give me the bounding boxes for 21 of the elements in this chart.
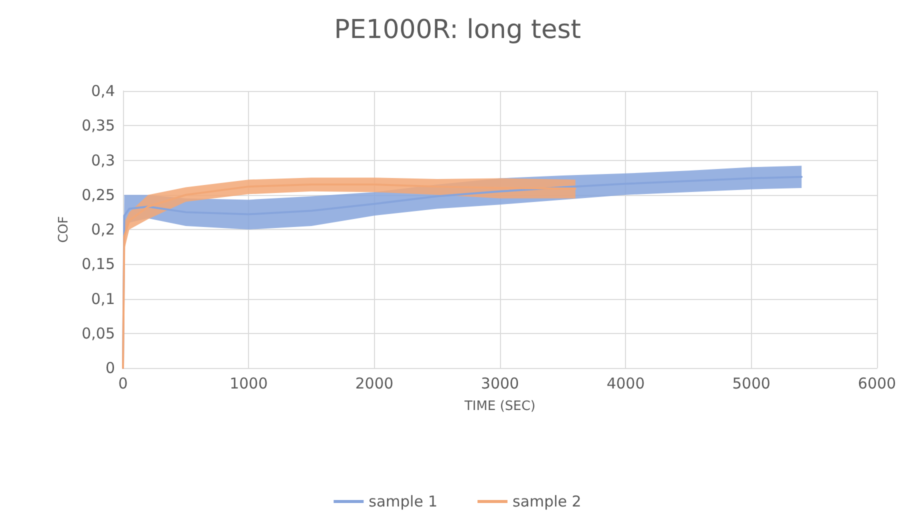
y-tick-label: 0,35: [82, 116, 115, 135]
x-tick-label: 3000: [480, 374, 520, 392]
y-tick-label: 0,15: [82, 255, 115, 274]
legend-label: sample 2: [512, 492, 582, 510]
chart-title: PE1000R: long test: [334, 15, 581, 45]
y-tick-label: 0,1: [91, 290, 115, 308]
y-tick-label: 0,4: [91, 82, 115, 100]
y-tick-label: 0,25: [82, 186, 115, 204]
y-tick-label: 0,3: [91, 151, 115, 170]
x-tick-label: 2000: [355, 374, 394, 392]
x-tick-label: 1000: [230, 374, 268, 392]
x-tick-label: 6000: [858, 374, 896, 392]
x-tick-label: 4000: [606, 374, 645, 392]
y-tick-label: 0,2: [91, 220, 115, 238]
legend-label: sample 1: [368, 492, 438, 510]
y-axis-title: COF: [56, 216, 72, 243]
x-tick-label: 5000: [732, 374, 770, 392]
y-tick-label: 0: [105, 359, 115, 377]
x-tick-label: 0: [118, 374, 128, 392]
y-tick-label: 0,05: [82, 324, 115, 342]
x-axis-title: TIME (SEC): [463, 399, 536, 414]
